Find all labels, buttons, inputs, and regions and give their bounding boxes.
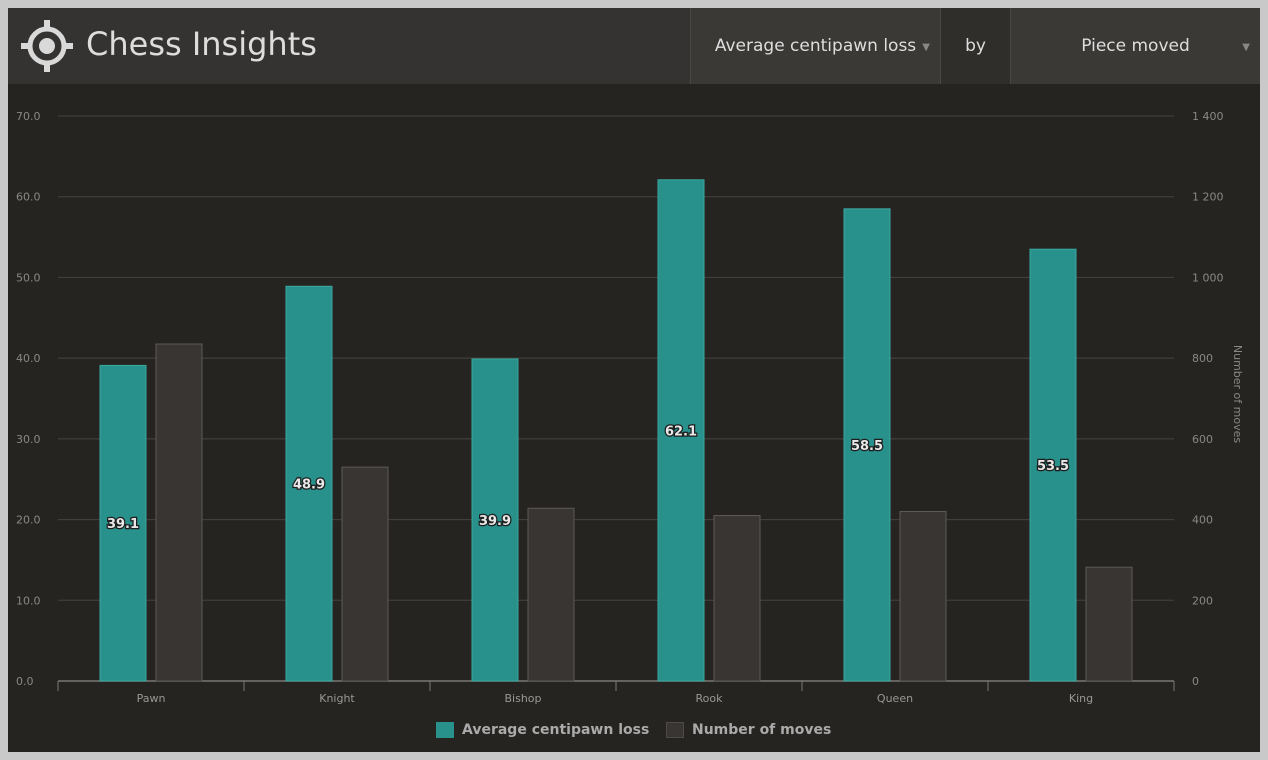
y-right-tick-label: 200: [1192, 594, 1213, 607]
y-left-tick-label: 50.0: [16, 271, 41, 284]
legend: Average centipawn loss Number of moves: [8, 720, 1260, 740]
insights-panel: Chess Insights Average centipawn loss ▼ …: [8, 8, 1260, 752]
y-right-tick-label: 800: [1192, 352, 1213, 365]
bar-average-centipawn-loss: [843, 208, 891, 682]
dimension-dropdown[interactable]: Piece moved ▼: [1010, 8, 1260, 84]
bar-number-of-moves: [899, 511, 947, 682]
legend-item-loss[interactable]: Average centipawn loss: [436, 720, 649, 740]
x-category-label: Pawn: [137, 692, 166, 705]
y-left-tick-label: 0.0: [16, 675, 34, 688]
legend-label-moves: Number of moves: [692, 722, 832, 738]
y-right-tick-label: 1 200: [1192, 191, 1224, 204]
bar-average-centipawn-loss: [471, 358, 519, 682]
legend-item-moves[interactable]: Number of moves: [666, 720, 831, 740]
y-left-tick-label: 60.0: [16, 191, 41, 204]
metric-dropdown-value: Average centipawn loss: [714, 36, 917, 56]
x-category-label: Rook: [696, 692, 724, 705]
legend-swatch-loss: [436, 722, 454, 738]
bar-number-of-moves: [527, 507, 575, 682]
bar-number-of-moves: [1085, 566, 1133, 682]
bar-average-centipawn-loss: [285, 285, 333, 682]
bar-number-of-moves: [713, 515, 761, 682]
y-left-tick-label: 40.0: [16, 352, 41, 365]
x-category-label: King: [1069, 692, 1093, 705]
bar-average-centipawn-loss: [99, 364, 147, 682]
y-left-tick-label: 10.0: [16, 594, 41, 607]
bar-average-centipawn-loss: [1029, 248, 1077, 682]
right-axis-title: Number of moves: [1231, 345, 1244, 444]
bar-data-label: 39.9: [479, 514, 511, 529]
bar-data-label: 53.5: [1037, 459, 1069, 474]
y-right-tick-label: 600: [1192, 433, 1213, 446]
by-label: by: [940, 8, 1010, 84]
y-right-tick-label: 400: [1192, 514, 1213, 527]
x-category-label: Queen: [877, 692, 913, 705]
bar-number-of-moves: [341, 466, 389, 682]
caret-down-icon: ▼: [1242, 42, 1250, 53]
caret-down-icon: ▼: [922, 42, 930, 53]
bar-data-label: 62.1: [665, 424, 697, 439]
y-left-tick-label: 30.0: [16, 433, 41, 446]
bar-data-label: 39.1: [107, 517, 139, 532]
y-right-tick-label: 0: [1192, 675, 1199, 688]
chart-area: 0.0 10.0 20.0 30.0 40.0 50.0 60.0 70.0 0 200 400 60…: [8, 84, 1260, 752]
y-left-tick-label: 70.0: [16, 110, 41, 123]
dimension-dropdown-value: Piece moved: [1081, 36, 1190, 56]
crosshair-target-icon: [21, 20, 73, 72]
x-category-label: Knight: [319, 692, 355, 705]
bar-data-label: 58.5: [851, 439, 883, 454]
metric-dropdown[interactable]: Average centipawn loss ▼: [690, 8, 940, 84]
header: Chess Insights Average centipawn loss ▼ …: [8, 8, 1260, 84]
x-category-label: Bishop: [504, 692, 541, 705]
y-right-tick-label: 1 400: [1192, 110, 1224, 123]
legend-label-loss: Average centipawn loss: [462, 722, 650, 738]
bar-average-centipawn-loss: [657, 179, 705, 682]
y-right-tick-label: 1 000: [1192, 271, 1224, 284]
legend-swatch-moves: [666, 722, 684, 738]
bar-data-label: 48.9: [293, 478, 325, 493]
y-left-tick-label: 20.0: [16, 514, 41, 527]
bar-chart: 0.0 10.0 20.0 30.0 40.0 50.0 60.0 70.0 0 200 400 60…: [16, 110, 1244, 705]
bar-number-of-moves: [155, 343, 203, 682]
app-title: Chess Insights: [86, 25, 317, 63]
